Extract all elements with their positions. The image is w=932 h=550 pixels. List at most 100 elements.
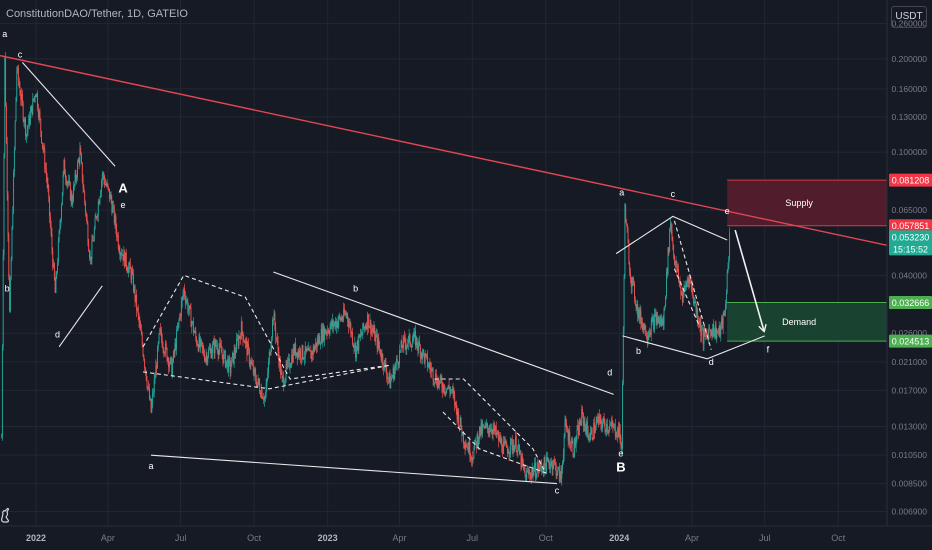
candle-body — [465, 445, 467, 449]
candle-body — [532, 468, 534, 476]
candle-body — [234, 349, 236, 354]
candle-body — [355, 346, 357, 358]
candle-body — [589, 438, 591, 440]
candle-body — [728, 257, 730, 269]
candle-body — [335, 321, 337, 329]
candle-body — [247, 344, 249, 356]
candle-body — [121, 254, 123, 256]
candle-body — [48, 188, 50, 197]
candle-body — [506, 447, 508, 454]
price-tick-label: 0.006900 — [892, 507, 928, 517]
candle-body — [363, 323, 365, 329]
candle-body — [662, 319, 664, 325]
candle-body — [61, 192, 63, 206]
candle-body — [378, 338, 380, 347]
candle-body — [308, 347, 310, 351]
candle-body — [543, 457, 545, 473]
candle-body — [661, 318, 663, 326]
candle-body — [497, 432, 499, 434]
candle-body — [622, 384, 623, 449]
candle-body — [483, 426, 485, 429]
candle-body — [647, 336, 649, 342]
candle-body — [105, 184, 107, 186]
candle-body — [192, 321, 194, 323]
candle-body — [78, 159, 80, 163]
candle-body — [557, 467, 559, 474]
candle-body — [530, 475, 532, 479]
candle-body — [275, 326, 277, 338]
candle-body — [182, 294, 184, 297]
candle-body — [608, 430, 610, 432]
candle-body — [355, 343, 357, 358]
candle-body — [542, 469, 544, 471]
candle-body — [678, 279, 680, 282]
candle-body — [690, 280, 692, 287]
candle-body — [399, 350, 401, 351]
candle-body — [118, 247, 120, 253]
candle-body — [540, 462, 542, 466]
candle-body — [511, 440, 513, 451]
candle-body — [417, 346, 419, 350]
candle-body — [265, 384, 267, 398]
candle-body — [156, 365, 158, 369]
candle-body — [533, 470, 535, 476]
candle-body — [450, 389, 452, 393]
candle-body — [562, 463, 564, 469]
candle-body — [6, 142, 8, 194]
candle-body — [27, 126, 29, 131]
candle-body — [136, 294, 138, 311]
candle-body — [25, 134, 27, 137]
candle-body — [280, 359, 281, 375]
candle-body — [44, 149, 46, 169]
candle-body — [62, 173, 64, 193]
candle-body — [491, 431, 493, 434]
candle-body — [343, 308, 345, 319]
candle-body — [260, 389, 262, 397]
candle-body — [364, 327, 366, 329]
candle-body — [9, 279, 11, 312]
candle-body — [634, 283, 635, 300]
candle-body — [101, 174, 103, 182]
candle-body — [264, 396, 265, 401]
candle-body — [210, 348, 212, 358]
candle-body — [215, 340, 217, 346]
candle-body — [311, 351, 313, 359]
candle-body — [212, 341, 214, 345]
candle-body — [725, 304, 727, 313]
candle-body — [566, 423, 568, 430]
candle-body — [664, 306, 666, 309]
candle-body — [145, 370, 147, 380]
candle-body — [315, 342, 317, 348]
candle-body — [459, 425, 460, 427]
candle-body — [552, 465, 554, 470]
wave-label: b — [5, 283, 10, 293]
candle-body — [701, 329, 703, 331]
candle-body — [248, 344, 249, 350]
candle-body — [279, 359, 281, 366]
candle-body — [366, 325, 368, 329]
wave-label: c — [555, 485, 560, 495]
candle-body — [93, 239, 94, 242]
candle-body — [319, 336, 321, 345]
candle-body — [717, 331, 719, 333]
candle-body — [14, 121, 16, 150]
candle-body — [85, 213, 87, 218]
candle-body — [102, 173, 104, 175]
candle-body — [84, 191, 86, 203]
candle-body — [446, 388, 448, 393]
candle-body — [177, 322, 179, 329]
candle-body — [550, 464, 552, 469]
candle-body — [565, 419, 567, 424]
candle-body — [38, 111, 40, 118]
candle-body — [476, 434, 478, 448]
candle-body — [336, 321, 338, 328]
candle-body — [713, 324, 715, 337]
candle-body — [316, 339, 318, 348]
candle-body — [337, 322, 339, 328]
candle-body — [45, 168, 46, 170]
candle-body — [202, 347, 204, 349]
candle-body — [379, 346, 381, 349]
candle-body — [709, 329, 711, 333]
currency-selector[interactable]: USDT — [891, 6, 927, 28]
